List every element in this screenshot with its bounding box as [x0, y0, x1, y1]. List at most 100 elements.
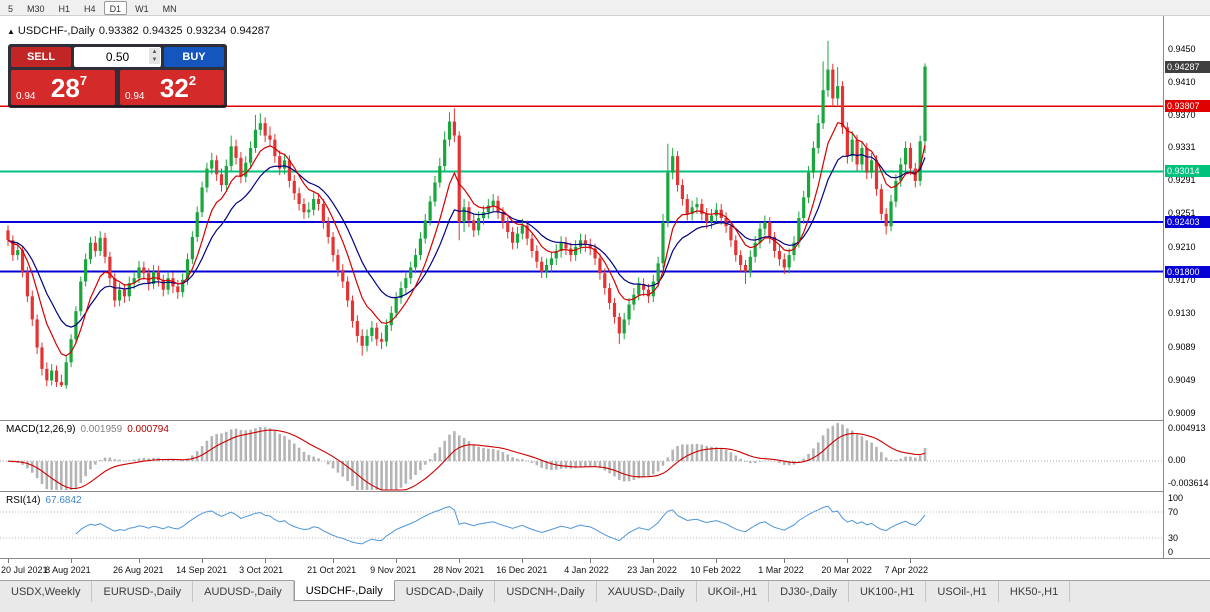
chart-tab-hk50-h1[interactable]: HK50-,H1	[999, 581, 1071, 602]
macd-canvas[interactable]	[0, 421, 1163, 491]
timeframe-button-MN[interactable]: MN	[162, 3, 177, 14]
date-tick	[784, 559, 786, 563]
date-label-8: 16 Dec 2021	[496, 565, 548, 575]
date-tick	[202, 559, 204, 563]
price-line-label-0.92403: 0.92403	[1165, 215, 1210, 228]
price-axis-label-0.9291: 0.9291	[1168, 175, 1196, 186]
rsi-line	[75, 505, 926, 545]
candles	[6, 40, 927, 389]
ma-line-16	[7, 153, 926, 328]
date-label-12: 1 Mar 2022	[758, 565, 804, 575]
chart-tab-ukoil-h1[interactable]: UKOil-,H1	[697, 581, 770, 602]
macd-axis-min: -0.003614	[1168, 478, 1209, 488]
price-line-label-0.91800: 0.91800	[1165, 265, 1210, 278]
rsi-canvas[interactable]	[0, 492, 1163, 558]
timeframe-button-D1[interactable]: D1	[103, 0, 128, 15]
price-axis-label-0.9130: 0.9130	[1168, 307, 1196, 318]
date-label-10: 23 Jan 2022	[627, 565, 677, 575]
rsi-indicator-panel: RSI(14) 67.6842	[0, 491, 1163, 558]
rsi-label: RSI(14) 67.6842	[6, 495, 82, 506]
rsi-axis-30: 30	[1168, 532, 1179, 543]
chart-tab-usdcad-daily[interactable]: USDCAD-,Daily	[395, 581, 496, 602]
date-tick	[71, 559, 73, 563]
macd-signal-line	[7, 429, 926, 491]
timeframe-button-M30[interactable]: M30	[27, 3, 45, 14]
rsi-axis-100: 100	[1168, 493, 1184, 503]
date-label-6: 9 Nov 2021	[370, 565, 417, 575]
date-label-3: 14 Sep 2021	[176, 565, 228, 575]
rsi-axis-70: 70	[1168, 507, 1179, 518]
chart-tab-bar: USDX,Weekly EURUSD-,Daily AUDUSD-,Daily USD…	[0, 580, 1210, 612]
timeframe-toolbar: 5 M30 H1 H4 D1 W1 MN	[0, 0, 1210, 16]
chart-tab-eurusd-daily[interactable]: EURUSD-,Daily	[92, 581, 194, 602]
timeframe-button-H1[interactable]: H1	[58, 3, 71, 14]
rsi-name: RSI(14)	[6, 495, 41, 506]
buy-price-display[interactable]: 0.94 32 2	[120, 70, 224, 105]
price-chart-canvas[interactable]	[0, 16, 1163, 420]
date-tick	[910, 559, 912, 563]
price-line-label-0.93807: 0.93807	[1165, 100, 1210, 113]
chart-workspace: ▲ USDCHF-,Daily 0.93382 0.94325 0.93234 0.942…	[0, 16, 1210, 580]
chart-tab-usdchf-daily[interactable]: USDCHF-,Daily	[293, 580, 395, 601]
price-axis-label-0.9251: 0.9251	[1168, 208, 1196, 219]
ohlc-close: 0.94287	[230, 25, 270, 37]
date-label-5: 21 Oct 2021	[307, 565, 357, 575]
price-axis-label-0.9049: 0.9049	[1168, 374, 1196, 385]
macd-label: MACD(12,26,9) 0.001959 0.000794	[6, 424, 169, 435]
ohlc-high: 0.94325	[142, 25, 183, 37]
date-tick	[590, 559, 592, 563]
oct-collapse-icon[interactable]: ▲	[7, 27, 15, 36]
date-tick	[265, 559, 267, 563]
timeframe-button-H4[interactable]: H4	[84, 3, 96, 14]
sell-price-pipette: 7	[79, 73, 88, 88]
buy-button[interactable]: BUY	[164, 47, 224, 67]
macd-axis-max: 0.004913	[1168, 423, 1206, 433]
chart-tab-usdx-weekly[interactable]: USDX,Weekly	[0, 581, 93, 602]
date-tick	[653, 559, 655, 563]
price-axis-label-0.9089: 0.9089	[1168, 341, 1196, 352]
ohlc-open: 0.93382	[98, 25, 139, 37]
date-tick	[847, 559, 849, 563]
date-tick	[459, 559, 461, 563]
chart-tab-audusd-daily[interactable]: AUDUSD-,Daily	[193, 581, 294, 602]
lot-decrease-button[interactable]: ▼	[149, 56, 160, 64]
date-label-11: 10 Feb 2022	[690, 565, 741, 575]
macd-signal-value: 0.000794	[127, 424, 169, 435]
price-axis[interactable]: 0.9450 0.9410 0.9370 0.9331 0.9291 0.9251 0.92…	[1163, 16, 1210, 558]
date-tick	[716, 559, 718, 563]
macd-axis-zero: 0.00	[1168, 455, 1186, 466]
price-axis-label-0.9331: 0.9331	[1168, 142, 1196, 153]
ma-line-8	[7, 122, 926, 357]
sell-price-digits: 28	[50, 72, 80, 103]
macd-main-value: 0.001959	[80, 424, 123, 435]
price-chart-panel: ▲ USDCHF-,Daily 0.93382 0.94325 0.93234 0.942…	[0, 16, 1163, 420]
lot-increase-button[interactable]: ▲	[149, 48, 160, 56]
price-axis-label-0.9170: 0.9170	[1168, 274, 1196, 285]
ohlc-low: 0.93234	[186, 25, 227, 37]
date-label-9: 4 Jan 2022	[564, 565, 609, 575]
lot-size-field: ▲ ▼	[74, 47, 161, 67]
price-axis-label-0.9410: 0.9410	[1168, 76, 1196, 87]
date-tick	[396, 559, 398, 563]
sell-price-prefix: 0.94	[16, 91, 36, 102]
one-click-trading-panel: SELL ▲ ▼ BUY 0.94 28 7 0.94	[8, 44, 227, 108]
chart-tab-uk100-h1[interactable]: UK100-,H1	[849, 581, 927, 602]
macd-name: MACD(12,26,9)	[6, 424, 76, 435]
chart-tab-usoil-h1[interactable]: USOil-,H1	[926, 581, 999, 602]
timeframe-button-W1[interactable]: W1	[135, 3, 149, 14]
chart-tab-dj30-daily[interactable]: DJ30-,Daily	[769, 581, 849, 602]
price-axis-label-0.9450: 0.9450	[1168, 43, 1196, 54]
timeframe-button-5[interactable]: 5	[8, 3, 14, 14]
sell-price-display[interactable]: 0.94 28 7	[11, 70, 115, 105]
date-tick	[522, 559, 524, 563]
buy-price-digits: 32	[159, 72, 189, 103]
rsi-value: 67.6842	[45, 495, 82, 506]
chart-tab-xauusd-daily[interactable]: XAUUSD-,Daily	[597, 581, 697, 602]
lot-size-input[interactable]	[74, 47, 161, 67]
chart-title: USDCHF-,Daily	[17, 25, 95, 37]
chart-tab-usdcnh-daily[interactable]: USDCNH-,Daily	[495, 581, 597, 602]
sell-button[interactable]: SELL	[11, 47, 71, 67]
date-axis[interactable]: 20 Jul 2021 8 Aug 2021 26 Aug 2021 14 Sep 2…	[0, 558, 1210, 580]
rsi-axis-0: 0	[1168, 547, 1174, 557]
date-label-2: 26 Aug 2021	[113, 565, 164, 575]
